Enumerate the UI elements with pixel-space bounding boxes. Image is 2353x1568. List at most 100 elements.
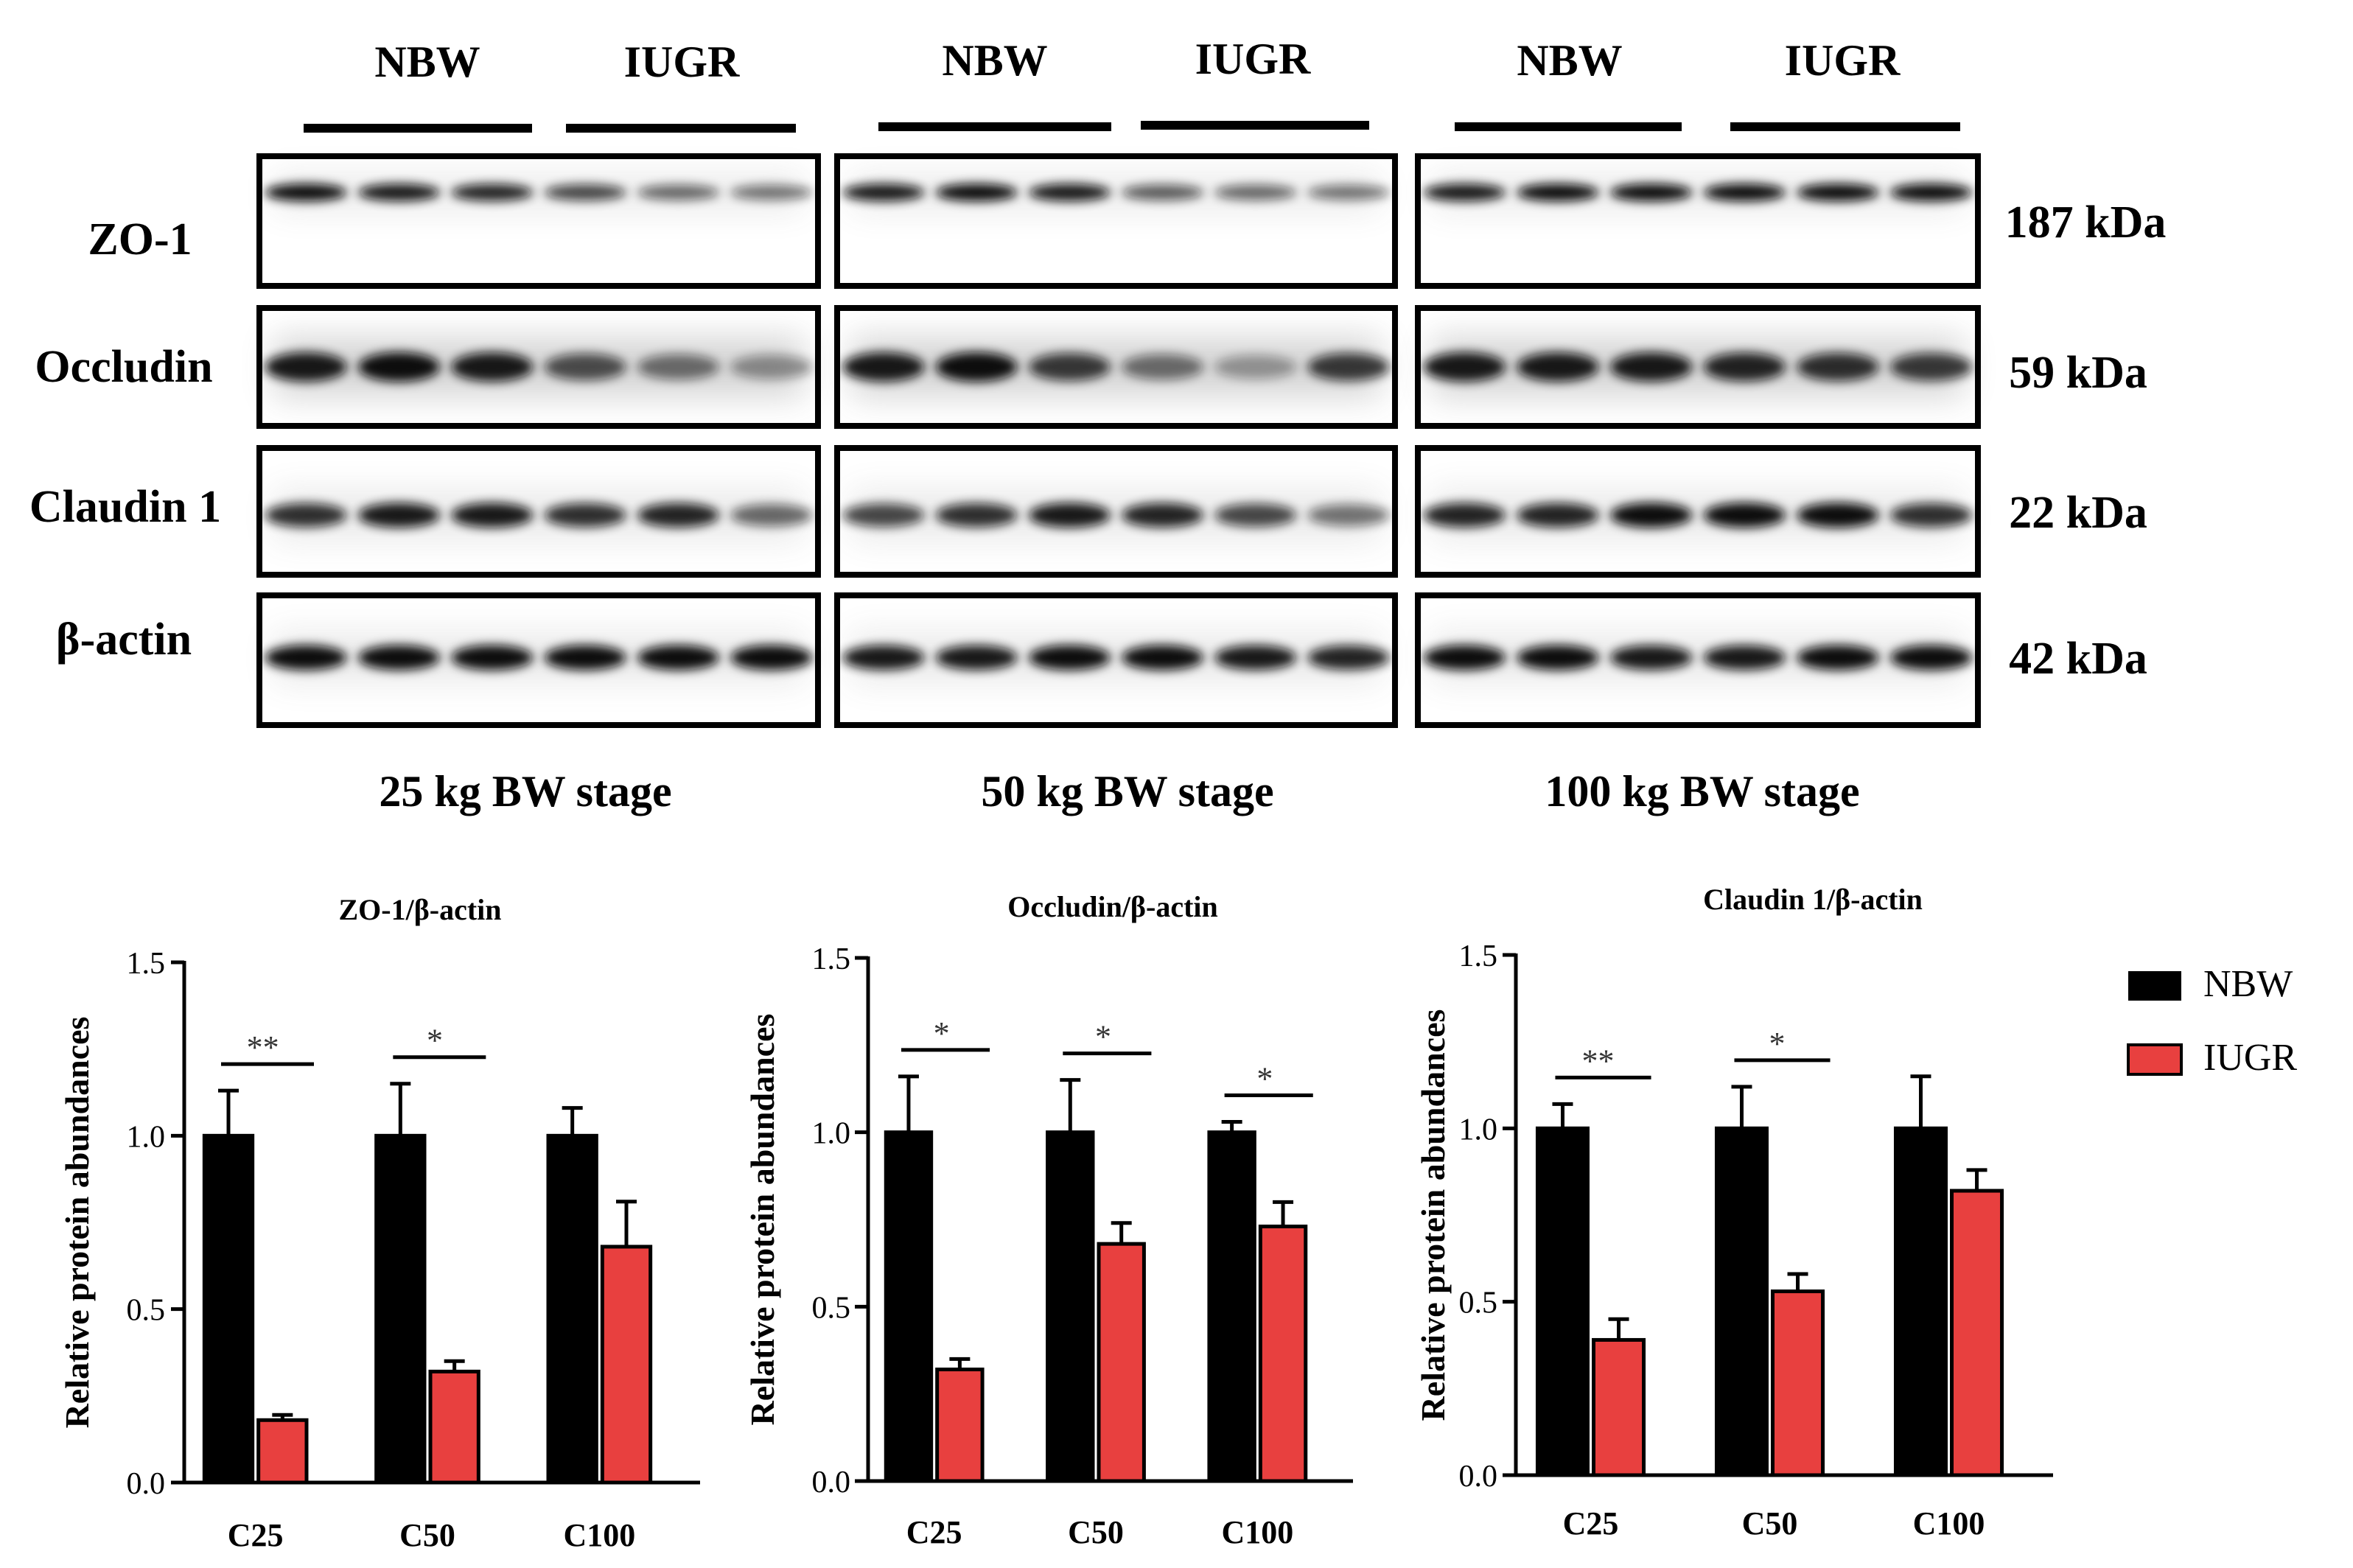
blot-occludin-stage2 bbox=[834, 305, 1398, 429]
stage-label-50kg: 50 kg BW stage bbox=[981, 767, 1273, 816]
x-tick-label-c50: C50 bbox=[399, 1517, 455, 1553]
blot-frame-border bbox=[1415, 153, 1981, 289]
stage-label-25kg: 25 kg BW stage bbox=[379, 767, 671, 816]
bar-nbw-c50 bbox=[1046, 1130, 1095, 1483]
legend-label-nbw: NBW bbox=[2203, 963, 2293, 1005]
blot-band-lane-1 bbox=[265, 503, 347, 528]
bar-nbw-c100 bbox=[1893, 1126, 1948, 1477]
blot-frame-border bbox=[256, 305, 821, 429]
western-blot-panel: NBW IUGR NBW IUGR NBW IUGR ZO-1 Occludin Clau… bbox=[29, 35, 2166, 816]
y-tick-label: 0.5 bbox=[812, 1291, 851, 1325]
blot-band-lane-1 bbox=[1423, 645, 1506, 671]
blot-band-lane-3 bbox=[1028, 353, 1111, 381]
blot-band-lane-2 bbox=[357, 503, 441, 528]
bar-iugr-c25 bbox=[1592, 1337, 1646, 1477]
x-tick-label-c50: C50 bbox=[1742, 1505, 1798, 1541]
x-tick-label-c100: C100 bbox=[1221, 1514, 1293, 1550]
chart-zo1: ZO-1/β-actin Relative protein abundances 0… bbox=[58, 893, 700, 1553]
y-axis-label: Relative protein abundances bbox=[744, 1014, 781, 1426]
x-tick-label-c25: C25 bbox=[1563, 1505, 1619, 1541]
blot--actin-stage2 bbox=[834, 592, 1398, 728]
blot-band-lane-4 bbox=[544, 353, 626, 381]
blot-claudin-1-stage3 bbox=[1415, 445, 1981, 578]
blot-background-smear bbox=[852, 175, 1380, 211]
bar-iugr-c50 bbox=[1097, 1242, 1146, 1483]
chart-claudin1: Claudin 1/β-actin Relative protein abunda… bbox=[1414, 883, 2053, 1541]
blot-occludin-stage3 bbox=[1415, 305, 1981, 429]
blot-frame-border bbox=[1415, 592, 1981, 728]
legend: NBW IUGR bbox=[2127, 963, 2297, 1079]
blot-band-lane-2 bbox=[1517, 645, 1599, 671]
blot-band-lane-4 bbox=[1703, 352, 1786, 382]
blot-band-lane-4 bbox=[1703, 503, 1786, 528]
y-tick-label: 1.5 bbox=[812, 942, 851, 976]
blot-band-lane-1 bbox=[842, 503, 925, 527]
blot-background-smear bbox=[852, 337, 1380, 396]
blot-band-lane-2 bbox=[935, 352, 1018, 382]
bar-iugr-c100 bbox=[600, 1245, 653, 1485]
y-axis-label: Relative protein abundances bbox=[1414, 1009, 1452, 1421]
blot-background-smear bbox=[274, 632, 803, 683]
blot-band-lane-6 bbox=[730, 354, 813, 379]
blot-band-lane-4 bbox=[1122, 184, 1204, 201]
blot-frame-border bbox=[834, 592, 1398, 728]
blot-band-lane-3 bbox=[1609, 183, 1693, 202]
y-axis-label: Relative protein abundances bbox=[58, 1017, 96, 1429]
bar-nbw-c100 bbox=[546, 1133, 598, 1485]
blot-band-lane-5 bbox=[637, 184, 720, 200]
blot-band-lane-3 bbox=[1609, 645, 1693, 671]
x-tick-label-c25: C25 bbox=[906, 1514, 962, 1550]
blot-background-smear bbox=[1433, 337, 1963, 396]
blot-band-lane-2 bbox=[1517, 503, 1599, 528]
protein-label-claudin1: Claudin 1 bbox=[29, 482, 221, 532]
blot-band-lane-5 bbox=[1214, 645, 1297, 671]
blot-frame-border bbox=[1415, 305, 1981, 429]
blot-band-lane-3 bbox=[451, 183, 534, 201]
blot-band-lane-6 bbox=[1889, 503, 1973, 528]
blot-band-lane-6 bbox=[1307, 645, 1390, 670]
bar-iugr-c50 bbox=[428, 1369, 480, 1485]
x-tick-label-c25: C25 bbox=[228, 1517, 284, 1553]
blot-frame-border bbox=[256, 445, 821, 578]
blot-band-lane-5 bbox=[1797, 352, 1879, 382]
blot-band-lane-3 bbox=[451, 645, 534, 671]
y-tick-label: 0.0 bbox=[1459, 1460, 1498, 1494]
blot-band-lane-2 bbox=[357, 183, 441, 202]
blot-background-smear bbox=[1433, 632, 1963, 683]
blot-band-lane-4 bbox=[1122, 645, 1204, 671]
significance-marker-c25: ** bbox=[1582, 1043, 1615, 1079]
blot-frame-border bbox=[256, 153, 821, 289]
blot-band-lane-1 bbox=[1423, 352, 1506, 382]
blot--actin-stage1 bbox=[256, 592, 821, 728]
y-tick-label: 1.0 bbox=[1459, 1113, 1498, 1147]
blot-background-smear bbox=[852, 490, 1380, 541]
blot-background-smear bbox=[274, 175, 803, 211]
bar-nbw-c100 bbox=[1207, 1130, 1256, 1483]
blot-band-lane-5 bbox=[637, 503, 720, 528]
blot-zo-1-stage2 bbox=[834, 153, 1398, 289]
blot-band-lane-2 bbox=[357, 645, 441, 671]
y-tick-label: 0.0 bbox=[127, 1467, 166, 1501]
blot-occludin-stage1 bbox=[256, 305, 821, 429]
blot-band-lane-2 bbox=[1517, 183, 1599, 202]
bar-nbw-c50 bbox=[374, 1133, 427, 1485]
blot-band-lane-2 bbox=[1517, 352, 1599, 382]
blot-background-smear bbox=[274, 490, 803, 541]
size-label-occludin: 59 kDa bbox=[2009, 348, 2147, 398]
significance-marker-c25: * bbox=[934, 1015, 950, 1051]
blot-band-lane-1 bbox=[842, 645, 925, 671]
bar-iugr-c100 bbox=[1258, 1224, 1308, 1483]
legend-swatch-iugr bbox=[2127, 1043, 2183, 1076]
blot-band-lane-2 bbox=[935, 503, 1018, 528]
blot-band-lane-3 bbox=[1028, 645, 1111, 671]
significance-marker-c50: * bbox=[1095, 1019, 1111, 1055]
blot-band-lane-4 bbox=[1122, 503, 1204, 528]
blot-zo-1-stage3 bbox=[1415, 153, 1981, 289]
bar-nbw-c25 bbox=[202, 1133, 255, 1485]
x-tick-label-c100: C100 bbox=[1913, 1505, 1985, 1541]
group-header-nbw-stage1: NBW bbox=[374, 38, 480, 86]
group-header-iugr-stage3: IUGR bbox=[1785, 36, 1901, 85]
chart-title: Claudin 1/β-actin bbox=[1703, 883, 1923, 916]
